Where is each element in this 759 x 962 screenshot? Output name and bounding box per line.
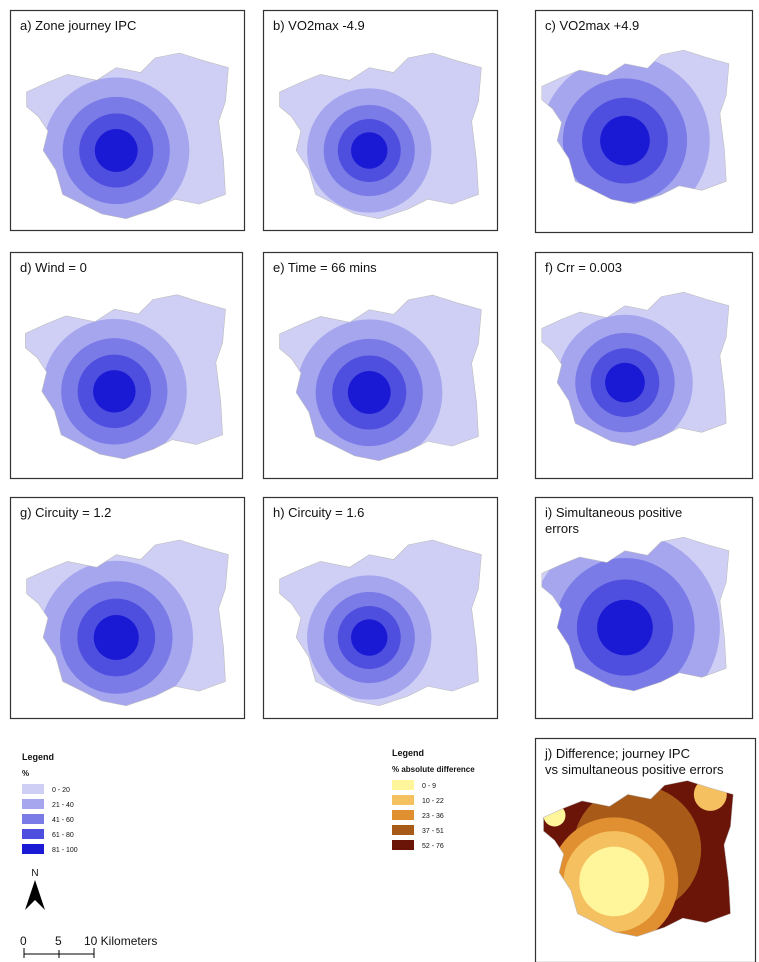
map-panel: f) Crr = 0.003 <box>534 251 754 480</box>
legend-swatch <box>392 810 414 820</box>
legend-label: 37 - 51 <box>422 828 444 835</box>
scale-label: 5 <box>55 934 62 948</box>
legend-title: Legend <box>392 748 424 758</box>
legend-label: 0 - 9 <box>422 783 436 790</box>
map-panel: a) Zone journey IPC <box>9 9 246 232</box>
zone <box>600 115 650 166</box>
map <box>279 539 482 707</box>
map <box>26 539 229 707</box>
scale-label: 10 Kilometers <box>84 934 157 948</box>
map <box>543 780 734 937</box>
map-panel: h) Circuity = 1.6 <box>262 496 499 720</box>
north-label: N <box>31 868 38 879</box>
legend-swatch <box>22 799 44 809</box>
legend-label: 61 - 80 <box>52 832 74 839</box>
legend-swatch <box>392 840 414 850</box>
map-panel: c) VO2max +4.9 <box>534 9 754 234</box>
map <box>24 294 226 460</box>
panel-title: a) Zone journey IPC <box>20 18 136 33</box>
panel-title: errors <box>545 521 579 536</box>
legend-swatch <box>22 829 44 839</box>
scale-label: 0 <box>20 934 27 948</box>
legend-label: 41 - 60 <box>52 817 74 824</box>
map-fill <box>541 50 729 204</box>
zone <box>351 132 388 169</box>
panel-title: g) Circuity = 1.2 <box>20 505 111 520</box>
panel-title: b) VO2max -4.9 <box>273 18 365 33</box>
panel-title: f) Crr = 0.003 <box>545 260 622 275</box>
zone <box>93 370 136 413</box>
legend-label: 52 - 76 <box>422 843 444 850</box>
legend-title: Legend <box>22 752 54 762</box>
zone <box>351 619 388 656</box>
zone <box>347 371 391 414</box>
panel-title: vs simultaneous positive errors <box>545 762 724 777</box>
map-fill <box>26 540 229 706</box>
zone <box>93 614 139 661</box>
map-fill <box>279 295 482 461</box>
map <box>26 52 229 220</box>
zone <box>605 362 645 403</box>
legend-swatch <box>392 795 414 805</box>
map-fill <box>543 780 734 937</box>
panel-title: j) Difference; journey IPC <box>544 746 690 761</box>
map <box>541 49 730 205</box>
map-fill <box>279 540 482 706</box>
map-fill <box>26 53 229 219</box>
panel-title: d) Wind = 0 <box>20 260 87 275</box>
legend-label: 21 - 40 <box>52 802 74 809</box>
map-panel: d) Wind = 0 <box>9 251 244 480</box>
legend-swatch <box>392 825 414 835</box>
legend-subtitle: % <box>22 769 29 778</box>
panel-title: h) Circuity = 1.6 <box>273 505 364 520</box>
legend-label: 81 - 100 <box>52 847 78 854</box>
zone <box>579 846 649 917</box>
legend-subtitle: % absolute difference <box>392 765 475 774</box>
map-panel: g) Circuity = 1.2 <box>9 496 246 720</box>
zone <box>597 599 653 656</box>
legend-label: 0 - 20 <box>52 787 70 794</box>
legend-swatch <box>22 784 44 794</box>
zone <box>94 129 138 172</box>
legend-swatch <box>392 780 414 790</box>
legend-swatch <box>22 814 44 824</box>
map-fill <box>25 294 226 460</box>
panel-title: e) Time = 66 mins <box>273 260 377 275</box>
map-panel: e) Time = 66 mins <box>262 251 499 480</box>
legend-label: 10 - 22 <box>422 798 444 805</box>
legend-swatch <box>22 844 44 854</box>
legend-label: 23 - 36 <box>422 813 444 820</box>
map-panel: b) VO2max -4.9 <box>262 9 499 232</box>
map <box>279 294 482 462</box>
panel-title: i) Simultaneous positive <box>545 505 682 520</box>
north-arrow <box>25 880 45 910</box>
panel-title: c) VO2max +4.9 <box>545 18 639 33</box>
